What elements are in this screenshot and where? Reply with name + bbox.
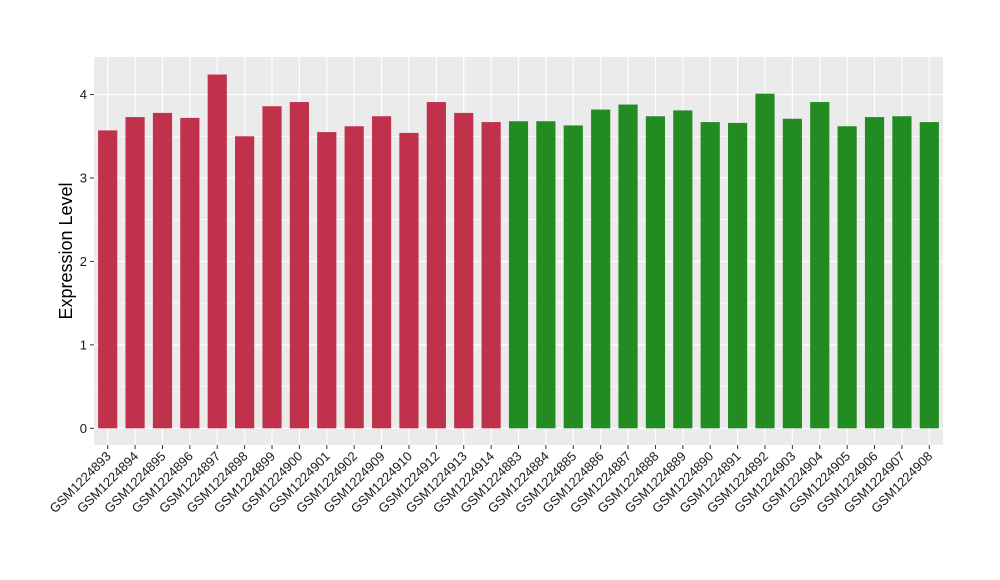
y-tick-label: 1 xyxy=(80,337,87,352)
bar xyxy=(399,132,419,429)
bar xyxy=(207,74,227,429)
bar xyxy=(673,110,693,429)
bar xyxy=(508,121,529,429)
bar xyxy=(563,125,583,429)
bar xyxy=(426,102,446,429)
bar xyxy=(235,136,255,429)
bar xyxy=(810,102,830,429)
bar xyxy=(481,122,501,429)
bar xyxy=(645,116,666,429)
bar xyxy=(755,93,775,429)
y-tick-label: 0 xyxy=(80,421,87,436)
bar xyxy=(864,117,885,429)
bar xyxy=(317,132,337,429)
bar xyxy=(152,112,173,429)
bar xyxy=(344,126,364,429)
bar xyxy=(728,122,748,429)
bar xyxy=(837,126,857,429)
bar xyxy=(700,122,720,429)
bar xyxy=(591,109,611,429)
bar xyxy=(919,122,939,429)
bar xyxy=(125,117,145,429)
bar xyxy=(289,102,309,429)
y-axis-title: Expression Level xyxy=(56,182,76,319)
bar xyxy=(98,130,118,429)
bar xyxy=(782,118,802,429)
bar xyxy=(180,117,200,429)
bar xyxy=(262,106,282,429)
bar xyxy=(618,104,638,429)
bar xyxy=(371,116,392,429)
y-axis: 0 1 2 3 4 xyxy=(80,87,94,436)
y-tick-label: 3 xyxy=(80,170,87,185)
bar xyxy=(536,121,556,429)
y-tick-label: 4 xyxy=(80,87,87,102)
bar xyxy=(454,112,474,429)
x-axis: GSM1224893GSM1224894GSM1224895GSM1224896… xyxy=(46,445,935,516)
y-tick-label: 2 xyxy=(80,254,87,269)
bars xyxy=(98,74,939,429)
bar xyxy=(892,116,912,429)
